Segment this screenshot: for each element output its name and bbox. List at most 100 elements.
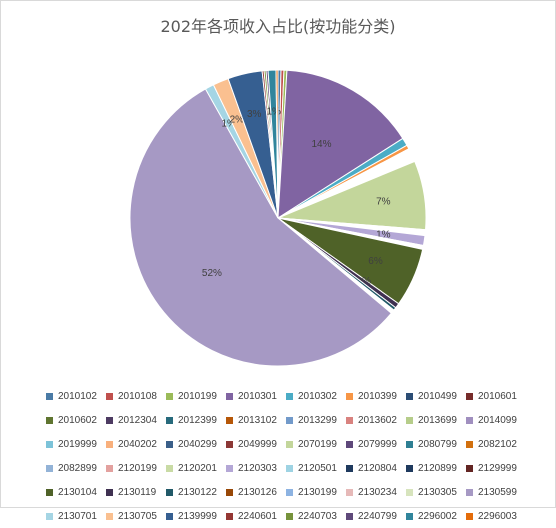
legend-label: 2010199 bbox=[178, 390, 217, 402]
legend-swatch bbox=[226, 392, 233, 400]
legend-item-2013602: 2013602 bbox=[346, 415, 406, 426]
legend-swatch bbox=[166, 440, 173, 448]
legend-swatch bbox=[286, 488, 293, 496]
legend-swatch bbox=[166, 392, 173, 400]
legend-label: 2040202 bbox=[118, 438, 157, 450]
pie-chart: 14%7%1%6%0%52%1%2%3% 1% bbox=[129, 69, 427, 367]
legend-label: 2010601 bbox=[478, 390, 517, 402]
legend-item-2240799: 2240799 bbox=[346, 511, 406, 522]
slice-label-2130104: 6% bbox=[368, 256, 383, 267]
legend-label: 2130122 bbox=[178, 486, 217, 498]
slice-label-2139999: 3% bbox=[247, 109, 262, 120]
legend-item-2012399: 2012399 bbox=[166, 415, 226, 426]
legend-label: 2130126 bbox=[238, 486, 277, 498]
legend-label: 2296003 bbox=[478, 510, 517, 522]
legend-label: 2080799 bbox=[418, 438, 457, 450]
legend-swatch bbox=[226, 416, 233, 424]
legend-swatch bbox=[466, 488, 473, 496]
legend-swatch bbox=[46, 440, 53, 448]
legend-item-2130305: 2130305 bbox=[406, 487, 466, 498]
legend-swatch bbox=[466, 392, 473, 400]
legend-swatch bbox=[166, 488, 173, 496]
legend-swatch bbox=[226, 464, 233, 472]
legend-label: 2130701 bbox=[58, 510, 97, 522]
legend-swatch bbox=[406, 488, 413, 496]
legend-item-2070199: 2070199 bbox=[286, 439, 346, 450]
legend-swatch bbox=[46, 416, 53, 424]
legend-swatch bbox=[466, 440, 473, 448]
legend-swatch bbox=[466, 416, 473, 424]
legend-label: 2079999 bbox=[358, 438, 397, 450]
legend-item-2296003: 2296003 bbox=[466, 511, 526, 522]
legend-swatch bbox=[166, 464, 173, 472]
legend-item-2139999: 2139999 bbox=[166, 511, 226, 522]
legend-label: 2010399 bbox=[358, 390, 397, 402]
legend-item-2120201: 2120201 bbox=[166, 463, 226, 474]
legend-label: 2013699 bbox=[418, 414, 457, 426]
legend-item-2120501: 2120501 bbox=[286, 463, 346, 474]
legend-swatch bbox=[346, 512, 353, 520]
legend-swatch bbox=[406, 416, 413, 424]
slice-label-2296002: 1% bbox=[266, 107, 281, 118]
legend-swatch bbox=[286, 392, 293, 400]
legend-item-2130199: 2130199 bbox=[286, 487, 346, 498]
legend-label: 2120201 bbox=[178, 462, 217, 474]
legend-item-2120804: 2120804 bbox=[346, 463, 406, 474]
legend-label: 2082899 bbox=[58, 462, 97, 474]
legend-label: 2040299 bbox=[178, 438, 217, 450]
legend-item-2130126: 2130126 bbox=[226, 487, 286, 498]
legend-swatch bbox=[286, 440, 293, 448]
legend-swatch bbox=[46, 392, 53, 400]
legend-item-2010499: 2010499 bbox=[406, 391, 466, 402]
legend-swatch bbox=[286, 464, 293, 472]
legend-swatch bbox=[346, 416, 353, 424]
legend-swatch bbox=[406, 512, 413, 520]
legend-label: 2014099 bbox=[478, 414, 517, 426]
legend-item-2012304: 2012304 bbox=[106, 415, 166, 426]
legend-item-2010399: 2010399 bbox=[346, 391, 406, 402]
legend-item-2010199: 2010199 bbox=[166, 391, 226, 402]
legend-label: 2010302 bbox=[298, 390, 337, 402]
slice-label-2070199: 7% bbox=[376, 196, 391, 207]
legend-item-2240601: 2240601 bbox=[226, 511, 286, 522]
legend-swatch bbox=[406, 464, 413, 472]
legend-label: 2130199 bbox=[298, 486, 337, 498]
legend-swatch bbox=[106, 392, 113, 400]
slice-label-2130119: 0% bbox=[357, 276, 372, 287]
slice-label-2130701: 1% bbox=[221, 119, 236, 130]
legend-item-2296002: 2296002 bbox=[406, 511, 466, 522]
legend-row: 2082899 2120199 2120201 2120303 2120501 21208… bbox=[46, 456, 556, 480]
legend-label: 2240703 bbox=[298, 510, 337, 522]
legend-label: 2130599 bbox=[478, 486, 517, 498]
legend-label: 2012399 bbox=[178, 414, 217, 426]
legend-label: 2130234 bbox=[358, 486, 397, 498]
legend-item-2120899: 2120899 bbox=[406, 463, 466, 474]
legend-swatch bbox=[46, 512, 53, 520]
legend-item-2080799: 2080799 bbox=[406, 439, 466, 450]
legend-swatch bbox=[106, 416, 113, 424]
legend-label: 2129999 bbox=[478, 462, 517, 474]
legend-swatch bbox=[226, 512, 233, 520]
legend-item-2010302: 2010302 bbox=[286, 391, 346, 402]
legend-item-2014099: 2014099 bbox=[466, 415, 526, 426]
legend-swatch bbox=[346, 392, 353, 400]
legend-item-2010108: 2010108 bbox=[106, 391, 166, 402]
legend-swatch bbox=[406, 392, 413, 400]
legend-label: 2296002 bbox=[418, 510, 457, 522]
legend-row: 2130104 2130119 2130122 2130126 2130199 21302… bbox=[46, 480, 556, 504]
legend-item-2120303: 2120303 bbox=[226, 463, 286, 474]
slice-label-2120303: 1% bbox=[376, 229, 391, 240]
slice-label-2130705: 2% bbox=[230, 115, 245, 126]
legend-item-2130705: 2130705 bbox=[106, 511, 166, 522]
legend-swatch bbox=[466, 464, 473, 472]
legend-label: 2120303 bbox=[238, 462, 277, 474]
pie-slice-2296003 bbox=[275, 69, 279, 219]
legend-label: 2130305 bbox=[418, 486, 457, 498]
legend-swatch bbox=[406, 440, 413, 448]
legend-label: 2010301 bbox=[238, 390, 277, 402]
legend-label: 2019999 bbox=[58, 438, 97, 450]
legend-item-2013699: 2013699 bbox=[406, 415, 466, 426]
legend-item-2079999: 2079999 bbox=[346, 439, 406, 450]
legend-label: 2139999 bbox=[178, 510, 217, 522]
legend-label: 2010602 bbox=[58, 414, 97, 426]
